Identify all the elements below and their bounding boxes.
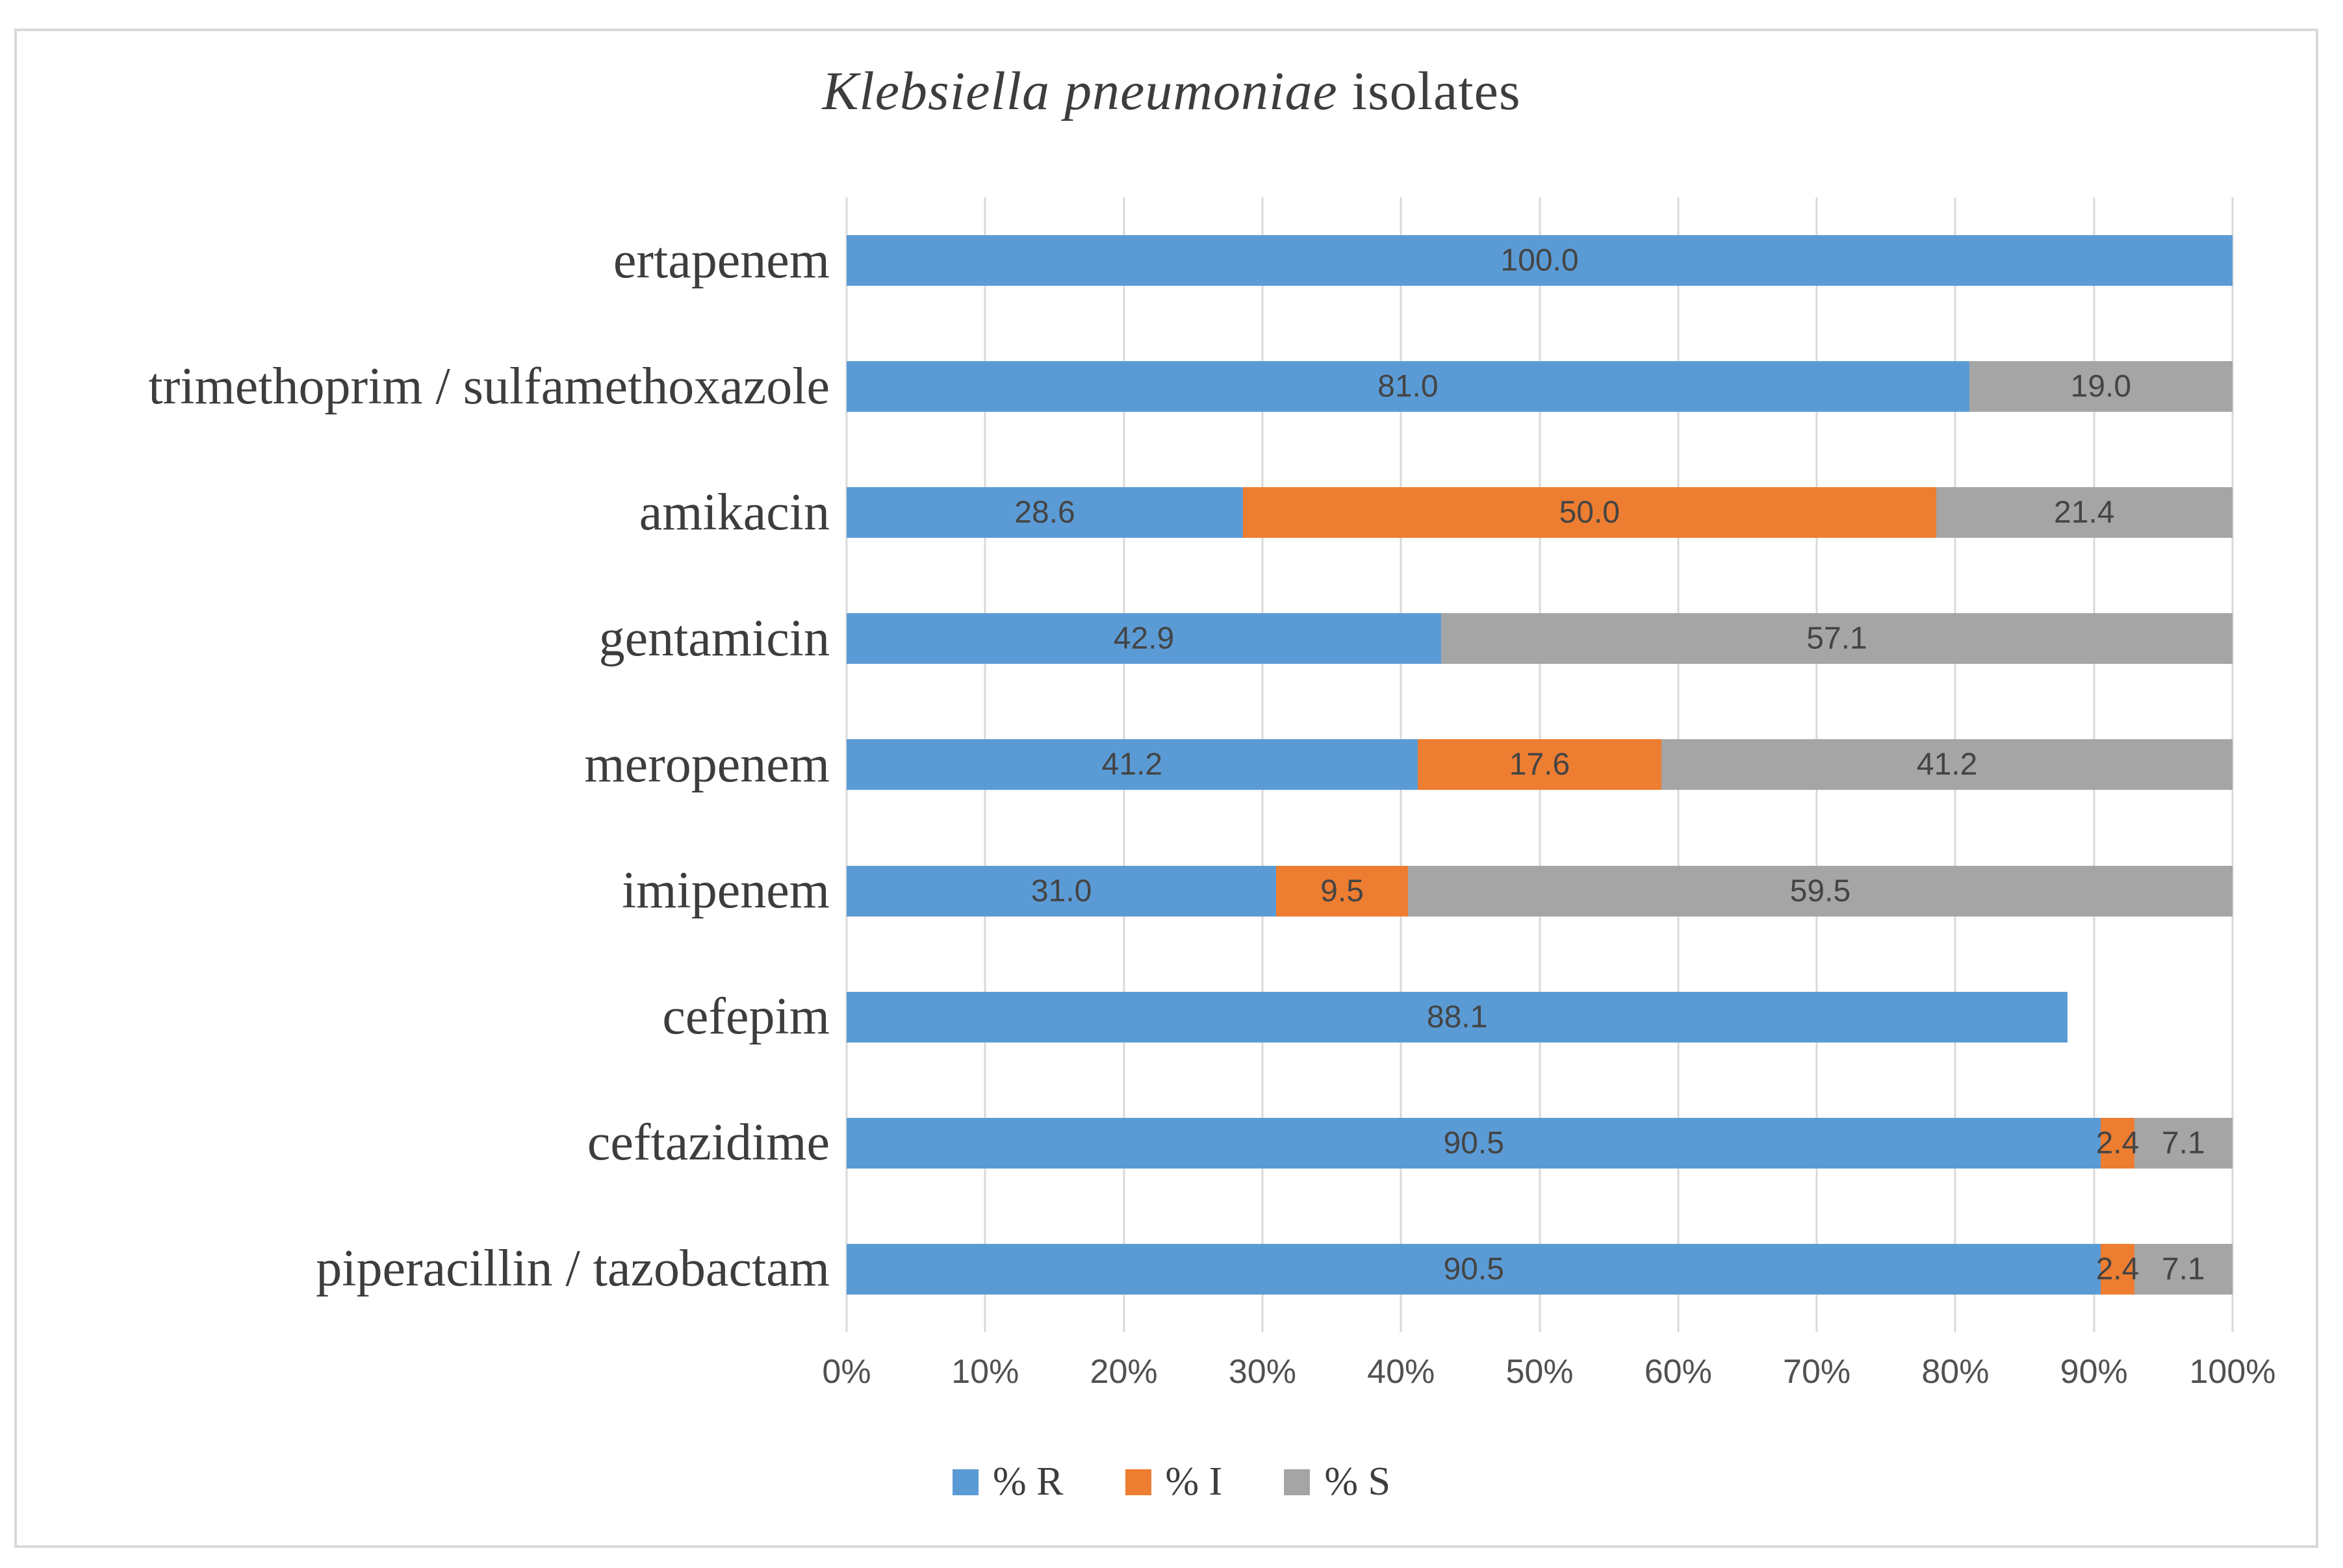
bar-value-label: 2.4 — [2095, 1252, 2140, 1287]
bar-value-label: 42.9 — [1113, 621, 1175, 656]
x-tick-label: 40% — [1367, 1353, 1435, 1391]
chart-title: Klebsiella pneumoniae isolates — [0, 60, 2343, 123]
category-label: amikacin — [639, 483, 830, 541]
bar-value-label: 57.1 — [1806, 621, 1867, 656]
x-tick-label: 10% — [951, 1353, 1019, 1391]
category-label: imipenem — [622, 862, 830, 920]
bar-track: 41.2 17.6 41.2 — [847, 739, 2233, 790]
bar-track: 31.0 9.5 59.5 — [847, 865, 2233, 917]
bar-row: 100.0 — [847, 197, 2233, 323]
chart-title-species: Klebsiella pneumoniae — [822, 61, 1338, 121]
x-tick-label: 80% — [1921, 1353, 1990, 1391]
bar-segment — [1276, 865, 1408, 917]
legend-swatch-r — [953, 1469, 979, 1495]
bar-segment — [847, 991, 2068, 1043]
bar-segment — [1407, 865, 2233, 917]
bar-segment — [1969, 361, 2233, 412]
legend-label-s: % S — [1324, 1460, 1390, 1504]
bar-value-label: 7.1 — [2161, 1252, 2205, 1287]
bar-value-label: 100.0 — [1500, 243, 1579, 278]
bar-value-label: 31.0 — [1031, 874, 1092, 909]
category-label: piperacillin / tazobactam — [316, 1240, 830, 1298]
bar-value-label: 90.5 — [1443, 1252, 1504, 1287]
bar-value-label: 28.6 — [1014, 495, 1075, 530]
bar-track: 42.9 57.1 — [847, 613, 2233, 664]
legend-item-i: % I — [1125, 1459, 1223, 1505]
bar-segment — [847, 487, 1244, 538]
bar-segment — [847, 1243, 2101, 1295]
bar-value-label: 21.4 — [2054, 495, 2115, 530]
bar-track: 28.6 50.0 21.4 — [847, 487, 2233, 538]
legend-swatch-i — [1125, 1469, 1151, 1495]
bar-row: 42.9 57.1 — [847, 575, 2233, 702]
legend-swatch-s — [1284, 1469, 1311, 1495]
category-label: ceftazidime — [587, 1114, 830, 1172]
bar-segment — [2101, 1117, 2134, 1169]
bar-track: 90.5 2.4 7.1 — [847, 1243, 2233, 1295]
x-tick-label: 100% — [2189, 1353, 2276, 1391]
bar-row: 28.6 50.0 21.4 — [847, 449, 2233, 575]
gridline — [2231, 197, 2234, 1332]
bar-value-label: 50.0 — [1559, 495, 1620, 530]
bar-track: 88.1 — [847, 991, 2233, 1043]
legend-label-r: % R — [993, 1460, 1064, 1504]
x-tick-label: 0% — [822, 1353, 871, 1391]
bar-segment — [1243, 487, 1936, 538]
bar-segment — [847, 235, 2233, 286]
bar-value-label: 90.5 — [1443, 1126, 1504, 1161]
bar-segment — [847, 1117, 2101, 1169]
legend-item-s: % S — [1284, 1459, 1390, 1505]
bar-row: 90.5 2.4 7.1 — [847, 1080, 2233, 1206]
x-tick-label: 70% — [1783, 1353, 1851, 1391]
bar-segment — [1441, 613, 2233, 664]
x-tick-label: 60% — [1644, 1353, 1712, 1391]
legend-label-i: % I — [1165, 1460, 1223, 1504]
bar-value-label: 41.2 — [1101, 747, 1163, 782]
bar-segment — [1417, 739, 1662, 790]
category-label: meropenem — [584, 735, 830, 793]
bar-segment — [1661, 739, 2233, 790]
bar-row: 90.5 2.4 7.1 — [847, 1206, 2233, 1332]
x-tick-label: 20% — [1090, 1353, 1158, 1391]
bar-row: 31.0 9.5 59.5 — [847, 828, 2233, 954]
bar-value-label: 17.6 — [1509, 747, 1570, 782]
bar-segment — [1936, 487, 2233, 538]
bar-value-label: 19.0 — [2070, 369, 2132, 404]
bar-segment — [2134, 1117, 2233, 1169]
category-label: gentamicin — [598, 609, 830, 667]
x-axis: 0% 10% 20% 30% 40% 50% 60% 70% 80% 90% 100% — [822, 1352, 2275, 1398]
bar-row: 81.0 19.0 — [847, 323, 2233, 449]
bar-segment — [847, 865, 1277, 917]
bar-value-label: 9.5 — [1320, 874, 1364, 909]
bar-row: 88.1 — [847, 954, 2233, 1080]
bar-value-label: 88.1 — [1426, 1000, 1488, 1035]
bar-value-label: 2.4 — [2095, 1126, 2140, 1161]
bar-track: 100.0 — [847, 235, 2233, 286]
category-label: trimethoprim / sulfamethoxazole — [148, 357, 830, 415]
bar-segment — [847, 361, 1969, 412]
chart-title-suffix: isolates — [1337, 61, 1521, 121]
x-tick-label: 50% — [1505, 1353, 1574, 1391]
bar-segment — [2134, 1243, 2233, 1295]
bar-row: 41.2 17.6 41.2 — [847, 702, 2233, 828]
legend: % R % I % S — [0, 1459, 2343, 1505]
bar-value-label: 7.1 — [2161, 1126, 2205, 1161]
category-label: cefepim — [662, 988, 830, 1046]
bar-value-label: 81.0 — [1377, 369, 1439, 404]
bar-value-label: 41.2 — [1916, 747, 1978, 782]
plot-area: 100.0 81.0 19.0 28.6 50.0 21.4 42.9 57.1 41.2 17.… — [845, 197, 2234, 1332]
x-tick-label: 30% — [1228, 1353, 1296, 1391]
legend-item-r: % R — [953, 1459, 1064, 1505]
bar-segment — [847, 739, 1418, 790]
bar-track: 81.0 19.0 — [847, 361, 2233, 412]
x-tick-label: 90% — [2060, 1353, 2128, 1391]
bar-segment — [847, 613, 1442, 664]
bar-segment — [2101, 1243, 2134, 1295]
bar-track: 90.5 2.4 7.1 — [847, 1117, 2233, 1169]
category-axis: ertapenem trimethoprim / sulfamethoxazole… — [0, 197, 830, 1332]
bar-value-label: 59.5 — [1789, 874, 1851, 909]
category-label: ertapenem — [613, 231, 830, 289]
